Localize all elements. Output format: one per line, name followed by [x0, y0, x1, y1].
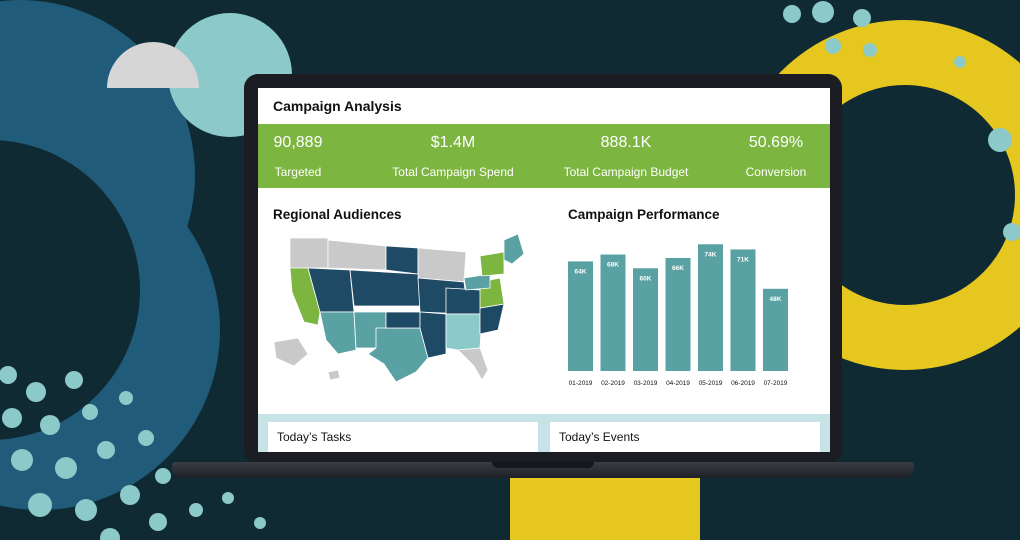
x-tick-label: 05-2019 — [699, 380, 723, 387]
map-region-central-plains[interactable] — [349, 269, 421, 307]
campaign-performance-chart: 64K 01-2019 68K 02-2019 60K 03-2019 66K 04-2019… — [568, 244, 788, 387]
bar-value-label: 68K — [607, 262, 619, 269]
bar-value-label: 64K — [575, 268, 587, 275]
bar-07-2019[interactable] — [763, 288, 788, 371]
kpi-value: 90,889 — [273, 134, 323, 151]
map-region-northern-plains[interactable] — [327, 239, 387, 271]
map-region-texas[interactable] — [367, 327, 429, 383]
kpi-band: 90,889 Targeted $1.4M Total Campaign Spe… — [258, 124, 830, 188]
x-tick-label: 02-2019 — [601, 380, 625, 387]
bar-value-label: 74K — [705, 251, 717, 258]
bar-value-label: 60K — [640, 275, 652, 282]
dashboard-screen: Campaign Analysis 90,889 Targeted $1.4M … — [258, 88, 830, 452]
bar-03-2019[interactable] — [633, 268, 658, 371]
laptop-base — [172, 462, 914, 478]
todays-tasks-label: Today’s Tasks — [277, 430, 352, 444]
bar-05-2019[interactable] — [698, 244, 723, 371]
page-title: Campaign Analysis — [273, 98, 402, 114]
map-region-great-lakes[interactable] — [417, 247, 467, 283]
map-region-dakotas[interactable] — [385, 245, 419, 275]
regional-audiences-title: Regional Audiences — [273, 207, 402, 222]
bar-value-label: 66K — [672, 265, 684, 272]
kpi-label: Total Campaign Budget — [563, 165, 689, 179]
kpi-label: Conversion — [745, 165, 807, 179]
kpi-conversion[interactable]: 50.69% Conversion — [732, 124, 820, 188]
bar-06-2019[interactable] — [730, 249, 756, 371]
map-region-hawaii[interactable] — [327, 369, 341, 381]
x-tick-label: 07-2019 — [764, 380, 788, 387]
x-tick-label: 04-2019 — [666, 380, 690, 387]
kpi-value: $1.4M — [430, 134, 476, 151]
kpi-label: Total Campaign Spend — [392, 165, 514, 179]
map-region-lower-mississippi[interactable] — [419, 311, 447, 359]
todays-events-label: Today’s Events — [559, 430, 640, 444]
kpi-total-campaign-spend[interactable]: $1.4M Total Campaign Spend — [378, 124, 528, 188]
kpi-targeted[interactable]: 90,889 Targeted — [258, 124, 338, 188]
todays-tasks-panel[interactable]: Today’s Tasks — [268, 422, 538, 452]
kpi-label: Targeted — [274, 165, 322, 179]
todays-events-panel[interactable]: Today’s Events — [550, 422, 820, 452]
map-region-southwest[interactable] — [319, 311, 357, 355]
map-region-new-england[interactable] — [503, 233, 525, 265]
bar-02-2019[interactable] — [600, 254, 626, 371]
x-tick-label: 01-2019 — [569, 380, 593, 387]
x-tick-label: 06-2019 — [731, 380, 755, 387]
map-region-new-york[interactable] — [479, 251, 505, 277]
us-map[interactable] — [268, 230, 538, 395]
map-region-alaska[interactable] — [273, 337, 309, 367]
x-tick-label: 03-2019 — [634, 380, 658, 387]
kpi-value: 888.1K — [600, 134, 652, 151]
map-region-carolinas[interactable] — [479, 303, 505, 335]
laptop-notch — [492, 462, 594, 468]
kpi-total-campaign-budget[interactable]: 888.1K Total Campaign Budget — [551, 124, 701, 188]
bar-value-label: 48K — [770, 296, 782, 303]
map-region-oklahoma[interactable] — [385, 311, 421, 329]
bar-04-2019[interactable] — [665, 257, 691, 371]
map-region-florida[interactable] — [457, 347, 489, 381]
bar-value-label: 71K — [737, 256, 749, 263]
campaign-performance-title: Campaign Performance — [568, 207, 720, 222]
map-region-southeast[interactable] — [445, 313, 483, 351]
map-region-ohio-valley[interactable] — [445, 287, 483, 315]
bar-01-2019[interactable] — [568, 261, 593, 371]
kpi-value: 50.69% — [748, 134, 804, 151]
map-region-pennsylvania[interactable] — [463, 273, 491, 291]
map-region-northwest[interactable] — [289, 237, 329, 269]
